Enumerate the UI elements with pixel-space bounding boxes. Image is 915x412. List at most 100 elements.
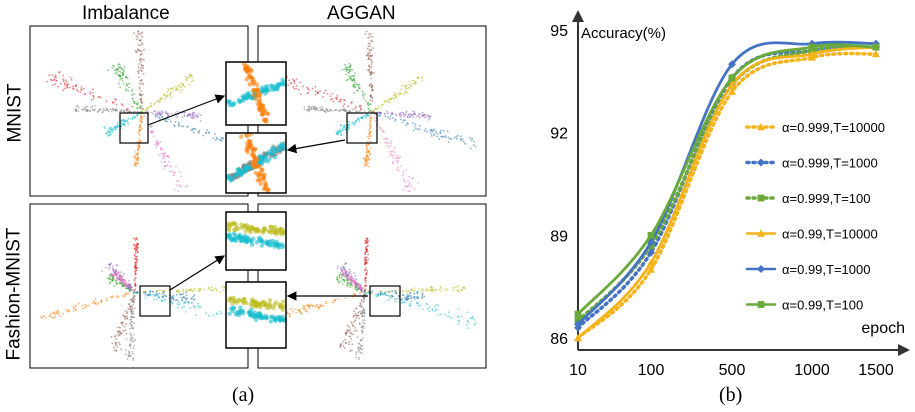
- scatter-point: [456, 285, 458, 288]
- scatter-point: [407, 113, 410, 116]
- scatter-point: [442, 129, 445, 132]
- scatter-point: [369, 72, 372, 75]
- scatter-point: [171, 302, 174, 305]
- data-point-square: [574, 310, 582, 318]
- scatter-point: [129, 332, 131, 335]
- scatter-point: [404, 87, 406, 89]
- scatter-point: [370, 63, 373, 65]
- scatter-point: [139, 53, 142, 56]
- scatter-point: [373, 72, 375, 74]
- scatter-point: [367, 45, 370, 48]
- scatter-point: [460, 138, 462, 140]
- scatter-point: [171, 90, 174, 93]
- scatter-point: [383, 100, 386, 102]
- scatter-point: [132, 357, 135, 360]
- scatter-point: [88, 304, 90, 307]
- zoom-point: [263, 119, 268, 124]
- scatter-point: [403, 180, 406, 182]
- scatter-point: [403, 297, 406, 299]
- scatter-point: [392, 112, 394, 115]
- scatter-point: [184, 302, 187, 304]
- scatter-point: [416, 295, 418, 298]
- scatter-point: [133, 322, 135, 325]
- scatter-point: [348, 326, 351, 328]
- scatter-point: [80, 85, 83, 88]
- scatter-point: [126, 315, 128, 317]
- scatter-point: [371, 100, 374, 102]
- scatter-point: [219, 310, 221, 313]
- scatter-point: [411, 83, 414, 85]
- scatter-point: [371, 36, 374, 38]
- scatter-point: [368, 51, 371, 54]
- scatter-point: [423, 295, 426, 298]
- scatter-point: [136, 266, 139, 269]
- scatter-point: [387, 112, 389, 115]
- scatter-point: [300, 312, 303, 315]
- scatter-point: [426, 289, 429, 292]
- scatter-point: [115, 270, 118, 273]
- scatter-point: [287, 84, 290, 87]
- scatter-point: [219, 291, 222, 293]
- scatter-point: [418, 113, 420, 116]
- scatter-point: [120, 348, 123, 351]
- zoom-point: [263, 302, 268, 307]
- scatter-point: [353, 91, 356, 94]
- scatter-point: [176, 290, 178, 293]
- zoom-point: [257, 92, 263, 97]
- y-tick-label: 92: [550, 126, 568, 143]
- zoom-point: [272, 302, 277, 308]
- zoom-point: [248, 67, 254, 73]
- legend-item: α=0.99,T=1000: [745, 262, 870, 277]
- scatter-point: [76, 104, 79, 107]
- zoom-region-box: [139, 285, 171, 317]
- scatter-point: [408, 84, 411, 86]
- scatter-point: [120, 276, 123, 278]
- scatter-point: [396, 156, 399, 159]
- scatter-point: [119, 110, 121, 113]
- scatter-point: [364, 33, 367, 35]
- scatter-point: [134, 261, 136, 264]
- scatter-point: [355, 307, 358, 310]
- scatter-point: [338, 100, 340, 103]
- scatter-point: [357, 348, 360, 351]
- scatter-point: [379, 290, 382, 293]
- scatter-point: [153, 103, 156, 106]
- scatter-point: [186, 77, 189, 80]
- scatter-point: [130, 323, 133, 326]
- scatter-point: [178, 184, 181, 187]
- scatter-point: [193, 294, 196, 296]
- scatter-point: [183, 305, 186, 308]
- scatter-point: [397, 166, 400, 169]
- scatter-point: [200, 114, 202, 117]
- scatter-point: [298, 311, 301, 314]
- scatter-point: [192, 305, 195, 307]
- scatter-point: [120, 271, 122, 274]
- scatter-point: [126, 107, 129, 110]
- scatter-point: [421, 77, 423, 80]
- scatter-point: [360, 312, 362, 315]
- scatter-point: [352, 277, 355, 280]
- scatter-point: [157, 113, 160, 115]
- scatter-point: [321, 108, 323, 111]
- scatter-point: [185, 291, 188, 293]
- scatter-point: [342, 105, 344, 108]
- scatter-point: [341, 271, 344, 273]
- scatter-point: [344, 63, 347, 66]
- scatter-point: [359, 292, 361, 294]
- data-point-triangle: [647, 265, 655, 273]
- scatter-point: [185, 298, 188, 301]
- scatter-point: [111, 277, 114, 280]
- scatter-point: [113, 285, 116, 287]
- scatter-point: [115, 338, 118, 340]
- scatter-point: [342, 340, 345, 343]
- scatter-point: [131, 286, 134, 289]
- scatter-point: [351, 284, 353, 287]
- scatter-point: [354, 72, 356, 74]
- scatter-point: [181, 298, 184, 301]
- scatter-point: [177, 180, 180, 182]
- scatter-point: [362, 331, 364, 333]
- zoom-point: [252, 147, 258, 152]
- scatter-point: [79, 91, 82, 93]
- scatter-point: [458, 285, 460, 288]
- scatter-point: [133, 161, 136, 163]
